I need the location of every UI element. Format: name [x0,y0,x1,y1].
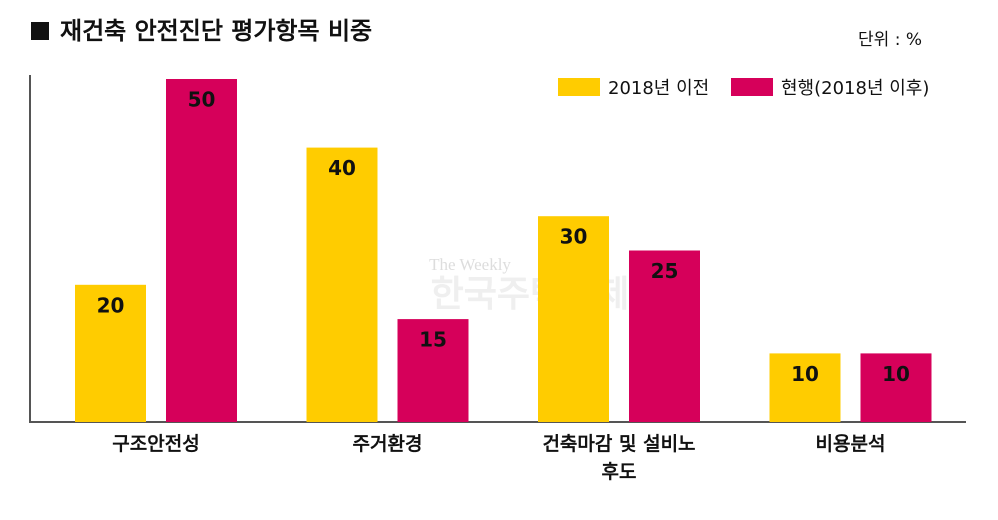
value-label: 20 [97,293,125,317]
legend-swatch [731,78,773,96]
value-label: 40 [328,156,356,180]
bar [75,284,146,422]
legend-label: 현행(2018년 이후) [781,78,929,99]
title-marker [31,22,49,40]
watermark: The Weekly [429,255,511,274]
bar [769,353,841,422]
x-tick-label: 비용분석 [815,433,886,455]
value-label: 30 [560,225,588,249]
chart-title: 재건축 안전진단 평가항목 비중 [60,17,372,45]
bar [306,147,378,422]
unit-label: 단위 : % [858,30,922,50]
value-label: 10 [791,362,819,386]
x-tick-label: 주거환경 [352,433,423,455]
value-label: 50 [188,88,216,112]
value-label: 25 [651,259,679,283]
bar [166,79,237,422]
x-tick-label: 건축마감 및 설비노후도 [542,433,696,483]
legend-swatch [558,78,600,96]
x-tick-label: 구조안전성 [112,433,200,455]
bar [397,319,469,422]
value-label: 10 [882,362,910,386]
bar [860,353,932,422]
bar [629,250,700,422]
bar [538,216,609,422]
legend-label: 2018년 이전 [608,78,709,99]
value-label: 15 [419,328,447,352]
